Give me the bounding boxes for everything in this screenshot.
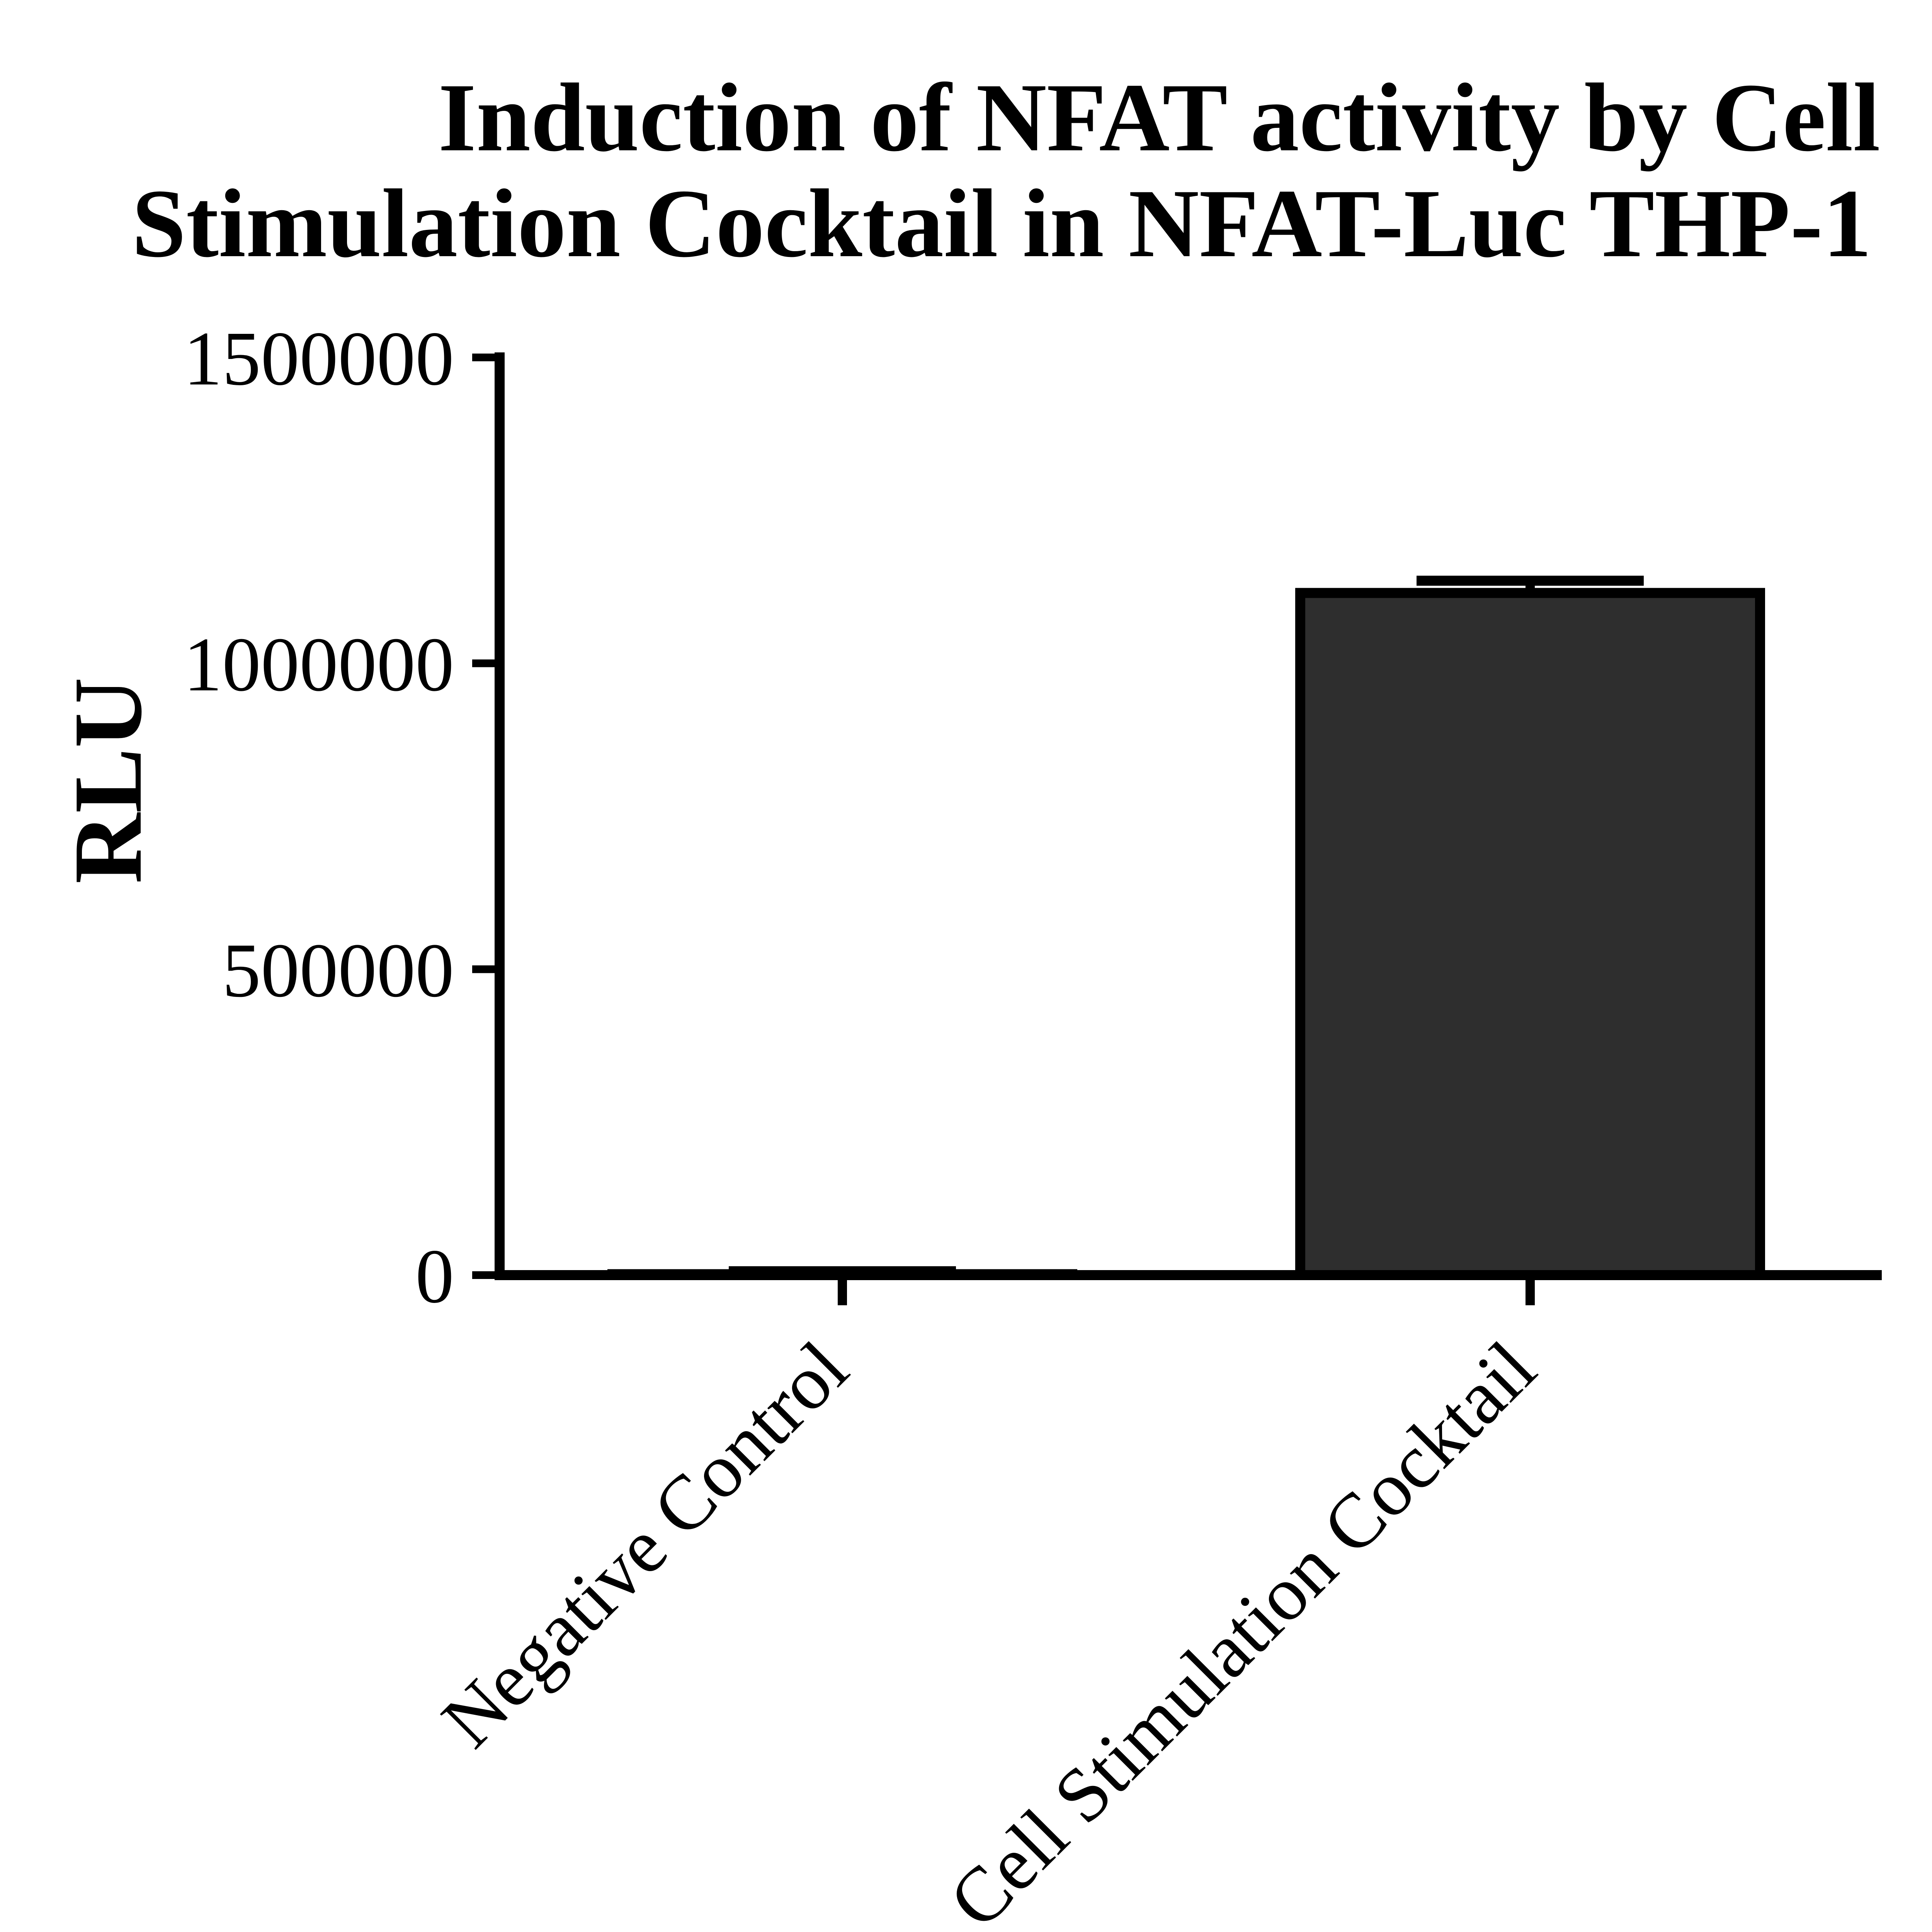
- chart-title-line-2: Stimulation Cocktail in NFAT-Luc THP-1（C…: [132, 169, 1932, 277]
- x-tick-label-negative-control: Negative Control: [426, 1325, 864, 1764]
- y-tick-label-1500000: 1500000: [184, 316, 454, 401]
- y-tick-label-0: 0: [415, 1234, 454, 1319]
- chart-title-line-1: Induction of NFAT activity by Cell: [438, 63, 1880, 172]
- y-tick-label-500000: 500000: [222, 928, 454, 1013]
- y-axis-title: RLU: [54, 677, 162, 884]
- bar-cell-stimulation-cocktail: [1295, 588, 1765, 1280]
- x-tick-label-cell-stimulation-cocktail: Cell Stimulation Cocktail: [933, 1325, 1552, 1932]
- plot-area: 0 500000 1000000 1500000 Negative Control Cel…: [184, 316, 1882, 1932]
- y-tick-label-1000000: 1000000: [184, 622, 454, 707]
